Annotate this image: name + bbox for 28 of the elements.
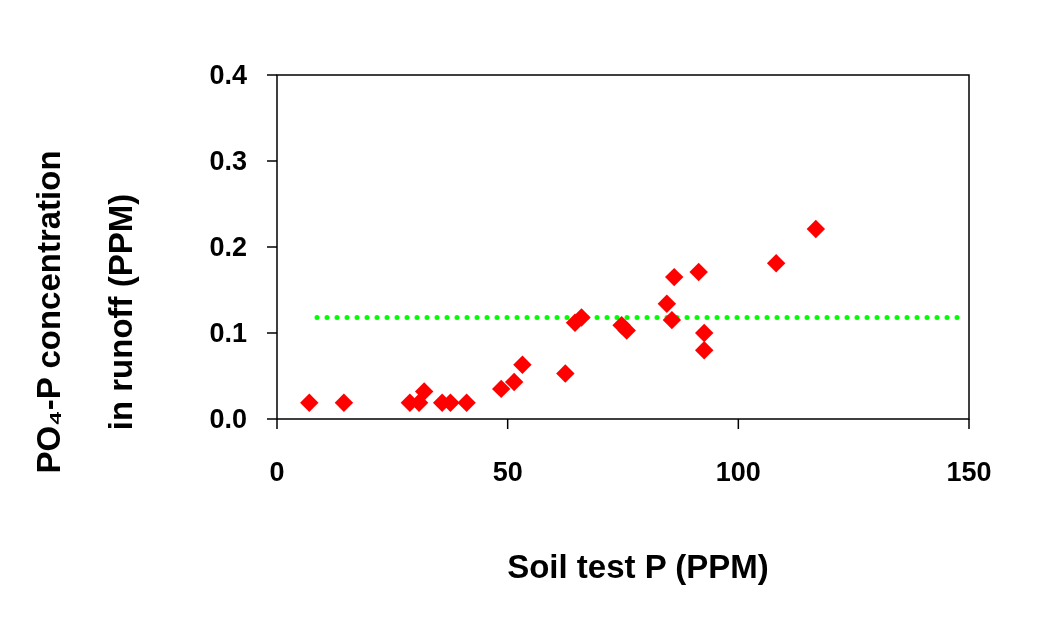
x-tick-label: 150 <box>946 457 992 487</box>
point <box>334 393 354 412</box>
x-tick-label: 0 <box>269 457 285 487</box>
point <box>556 364 575 383</box>
point <box>662 310 682 330</box>
point <box>491 379 511 399</box>
point <box>504 372 524 392</box>
y-tick-label: 0.1 <box>209 318 247 348</box>
y-tick-label: 0.3 <box>209 146 247 176</box>
y-tick-label: 0.0 <box>209 404 247 434</box>
point <box>689 262 708 282</box>
point <box>414 382 434 401</box>
x-tick-label: 50 <box>492 457 523 487</box>
y-tick-label: 0.2 <box>209 232 247 262</box>
point <box>694 340 714 360</box>
point <box>664 267 684 287</box>
point <box>457 393 476 412</box>
point <box>766 254 786 273</box>
y-axis-title: PO₄-P concentration in runoff (PPM) <box>30 150 139 474</box>
point <box>300 393 319 412</box>
point <box>806 219 826 239</box>
point <box>694 323 714 343</box>
point <box>617 321 636 340</box>
y-tick-label: 0.4 <box>209 60 247 90</box>
x-axis-title: Soil test P (PPM) <box>507 548 769 585</box>
point <box>657 294 677 313</box>
x-tick-label: 100 <box>715 457 761 487</box>
point <box>513 355 532 375</box>
